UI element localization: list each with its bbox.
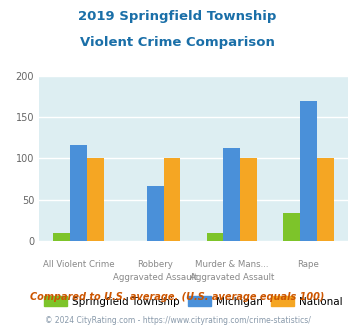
Bar (147, 186, 164, 241)
Bar (240, 158, 257, 241)
Bar (283, 213, 300, 241)
Text: Rape: Rape (297, 260, 320, 269)
Text: © 2024 CityRating.com - https://www.cityrating.com/crime-statistics/: © 2024 CityRating.com - https://www.city… (45, 316, 310, 325)
Bar (300, 101, 317, 241)
Bar (223, 148, 240, 241)
Text: Robbery: Robbery (137, 260, 173, 269)
Bar (164, 158, 180, 241)
Legend: Springfield Township, Michigan, National: Springfield Township, Michigan, National (40, 292, 347, 311)
Bar (53, 233, 70, 241)
Bar (207, 234, 223, 241)
Text: 2019 Springfield Township: 2019 Springfield Township (78, 10, 277, 23)
Text: All Violent Crime: All Violent Crime (43, 260, 114, 269)
Text: Aggravated Assault: Aggravated Assault (113, 273, 197, 282)
Bar (87, 158, 104, 241)
Bar (317, 158, 334, 241)
Text: Violent Crime Comparison: Violent Crime Comparison (80, 36, 275, 49)
Text: Aggravated Assault: Aggravated Assault (190, 273, 274, 282)
Text: Compared to U.S. average. (U.S. average equals 100): Compared to U.S. average. (U.S. average … (30, 292, 325, 302)
Bar (70, 145, 87, 241)
Text: Murder & Mans...: Murder & Mans... (195, 260, 269, 269)
